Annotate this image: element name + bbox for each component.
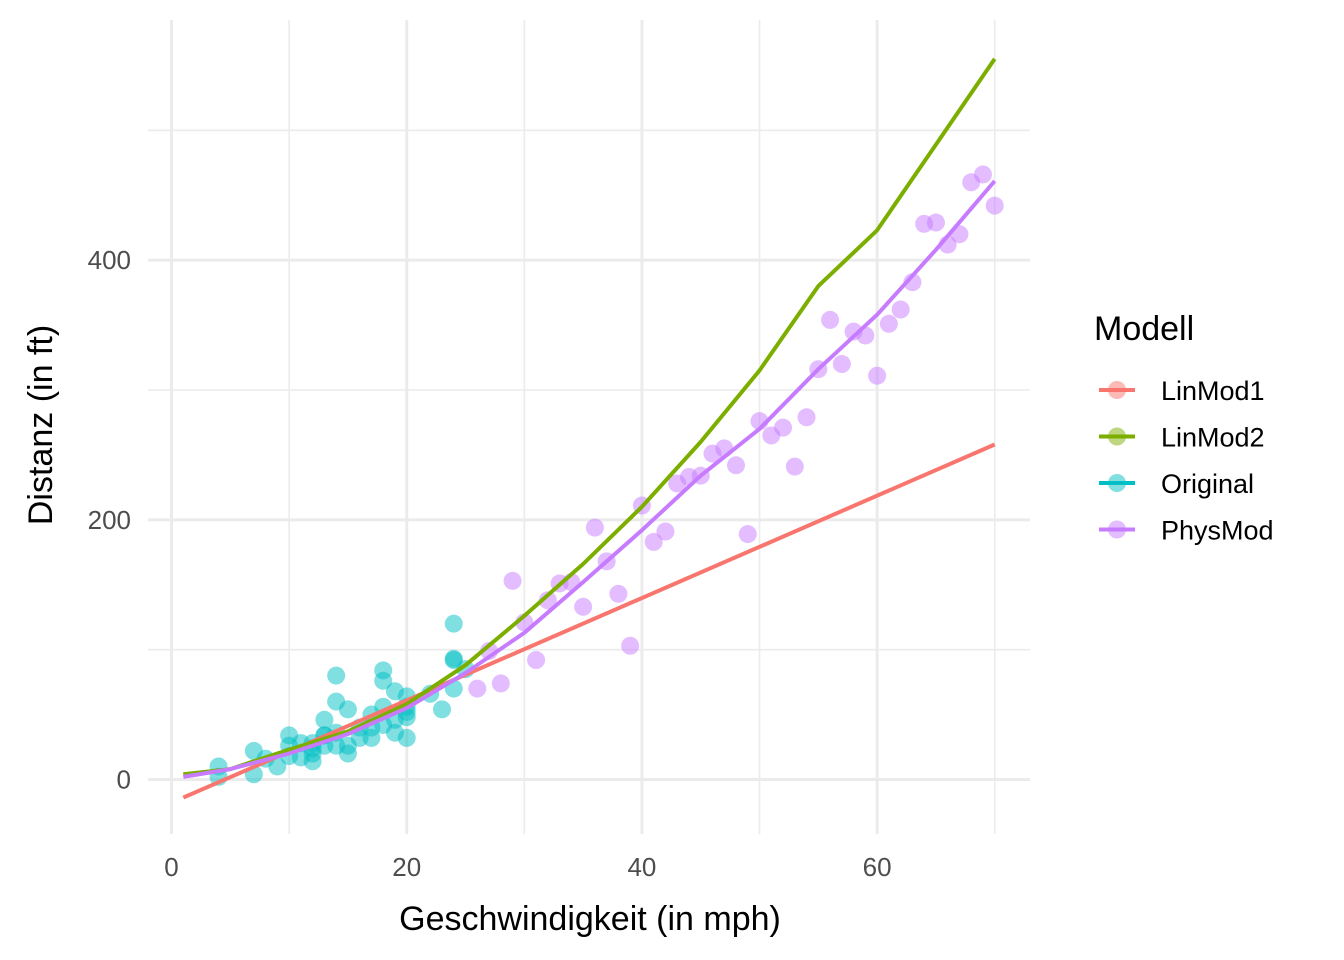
physmod-point bbox=[527, 651, 546, 670]
original-point bbox=[374, 661, 393, 680]
physmod-point bbox=[879, 314, 898, 333]
physmod-point bbox=[738, 525, 757, 544]
physmod-point bbox=[891, 300, 910, 319]
lines-layer bbox=[182, 57, 997, 800]
grid-minor bbox=[148, 20, 1030, 834]
y-tick-label: 400 bbox=[88, 245, 131, 275]
y-tick-label: 200 bbox=[88, 505, 131, 535]
physmod-point bbox=[609, 584, 628, 603]
legend-item-original: Original bbox=[1099, 469, 1254, 499]
original-point bbox=[338, 700, 357, 719]
physmod-point bbox=[797, 408, 816, 427]
physmod-point bbox=[656, 522, 675, 541]
legend-label: LinMod1 bbox=[1161, 376, 1265, 406]
physmod-point bbox=[538, 591, 557, 610]
x-tick-label: 0 bbox=[164, 852, 178, 882]
physmod-point bbox=[644, 532, 663, 551]
physmod-point bbox=[727, 456, 745, 475]
original-point bbox=[315, 710, 334, 729]
physmod-point bbox=[832, 355, 851, 374]
physmod-point bbox=[503, 571, 522, 590]
physmod-point bbox=[821, 310, 840, 329]
x-tick-label: 20 bbox=[392, 852, 421, 882]
physmod-point bbox=[621, 636, 640, 655]
y-tick-label: 0 bbox=[117, 764, 131, 794]
legend-item-physmod: PhysMod bbox=[1099, 516, 1274, 546]
linmod2-line bbox=[183, 57, 997, 777]
x-axis-title: Geschwindigkeit (in mph) bbox=[399, 900, 781, 938]
physmod-point bbox=[973, 165, 992, 184]
legend-item-linmod1: LinMod1 bbox=[1099, 376, 1265, 406]
original-point bbox=[433, 700, 451, 719]
y-axis-title: Distanz (in ft) bbox=[22, 325, 60, 525]
physmod-point bbox=[491, 674, 510, 693]
original-point bbox=[268, 757, 287, 776]
physmod-point bbox=[926, 213, 945, 232]
original-point bbox=[444, 614, 463, 633]
legend-key-point bbox=[1108, 520, 1126, 539]
physmod-point bbox=[585, 518, 604, 537]
legend-label: Original bbox=[1161, 469, 1254, 499]
legend-item-linmod2: LinMod2 bbox=[1099, 423, 1265, 453]
legend-key-point bbox=[1108, 427, 1126, 446]
y-tick-labels: 0 200 400 bbox=[88, 245, 131, 794]
physmod-point bbox=[868, 366, 887, 385]
legend-key-point bbox=[1108, 381, 1126, 399]
points-layer bbox=[209, 165, 1004, 786]
physmod-point bbox=[774, 418, 793, 437]
legend: Modell LinMod1 LinMod2 Original PhysMod bbox=[1094, 310, 1274, 546]
x-tick-labels: 0 20 40 60 bbox=[164, 852, 891, 882]
physmod-point bbox=[785, 457, 804, 476]
physmod-point bbox=[468, 679, 487, 698]
x-tick-label: 40 bbox=[627, 852, 656, 882]
legend-label: PhysMod bbox=[1161, 516, 1274, 546]
original-point bbox=[327, 666, 346, 685]
physmod-point bbox=[574, 597, 593, 616]
legend-label: LinMod2 bbox=[1161, 423, 1265, 453]
legend-title: Modell bbox=[1094, 310, 1194, 348]
x-tick-label: 60 bbox=[863, 852, 892, 882]
physmod-line bbox=[182, 179, 997, 779]
original-point bbox=[444, 649, 463, 668]
grid-major bbox=[148, 20, 1030, 834]
legend-entries: LinMod1 LinMod2 Original PhysMod bbox=[1099, 376, 1274, 546]
original-point bbox=[397, 728, 416, 747]
physmod-point bbox=[985, 196, 1004, 215]
legend-key-point bbox=[1108, 474, 1126, 492]
